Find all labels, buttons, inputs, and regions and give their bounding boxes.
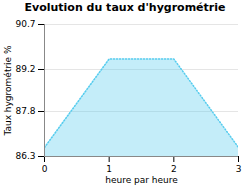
svg-text:heure par heure: heure par heure (105, 175, 178, 185)
svg-text:87.8: 87.8 (15, 106, 35, 116)
svg-text:90.7: 90.7 (15, 19, 35, 29)
svg-text:3: 3 (236, 164, 242, 174)
svg-text:2: 2 (171, 164, 177, 174)
svg-text:86.3: 86.3 (15, 151, 35, 161)
svg-text:0: 0 (42, 164, 48, 174)
svg-text:89.2: 89.2 (15, 64, 35, 74)
svg-text:Taux hygrométrie %: Taux hygrométrie % (3, 45, 13, 137)
svg-text:1: 1 (106, 164, 112, 174)
html-text:Evolution du taux d'hygrométri: Evolution du taux d'hygrométrie (24, 1, 226, 14)
